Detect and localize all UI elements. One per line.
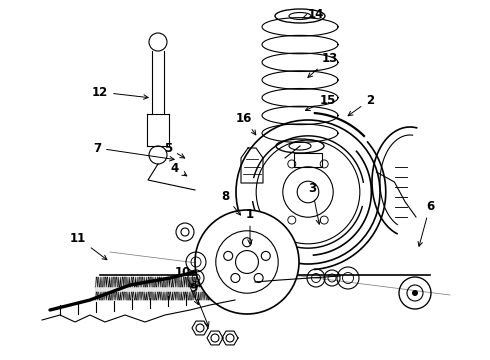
Polygon shape <box>241 148 263 183</box>
Polygon shape <box>192 321 208 335</box>
Text: 2: 2 <box>348 94 374 116</box>
Text: 11: 11 <box>70 231 107 260</box>
Text: 7: 7 <box>93 141 174 161</box>
Text: 13: 13 <box>308 51 338 77</box>
Text: 4: 4 <box>171 162 187 176</box>
Text: 10: 10 <box>175 266 198 305</box>
Text: 12: 12 <box>92 85 148 99</box>
Circle shape <box>412 290 418 296</box>
Text: 15: 15 <box>305 94 336 111</box>
Text: 14: 14 <box>302 8 324 21</box>
Polygon shape <box>222 331 238 345</box>
Text: 1: 1 <box>246 207 254 244</box>
Text: 9: 9 <box>189 282 209 327</box>
Circle shape <box>195 210 299 314</box>
Polygon shape <box>207 331 223 345</box>
Text: 3: 3 <box>308 181 320 224</box>
Text: 8: 8 <box>221 189 241 215</box>
Text: 16: 16 <box>236 112 256 135</box>
Text: 6: 6 <box>418 199 434 246</box>
Text: 5: 5 <box>164 141 185 158</box>
